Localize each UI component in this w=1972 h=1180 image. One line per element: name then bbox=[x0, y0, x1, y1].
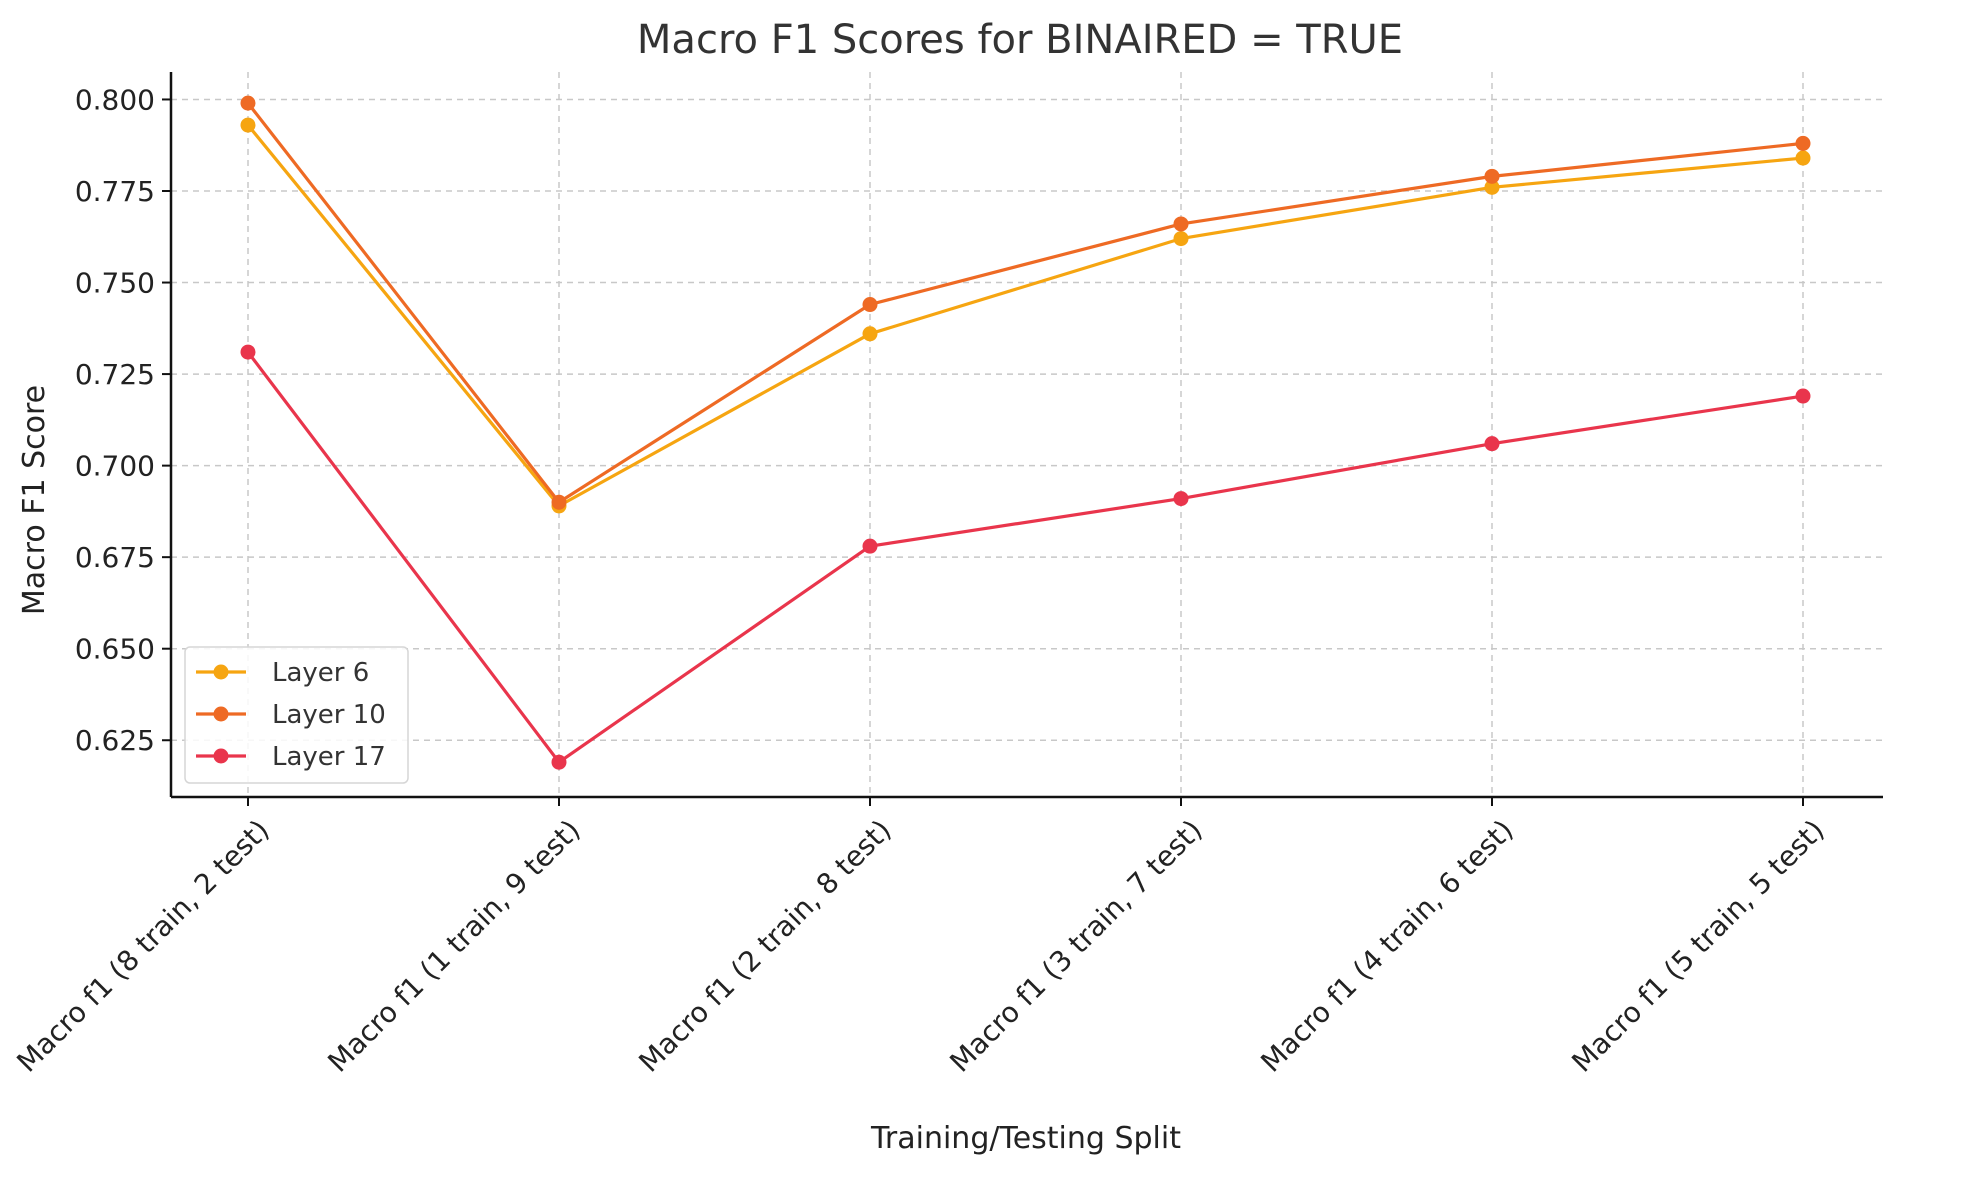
x-axis-label: Training/Testing Split bbox=[870, 1121, 1181, 1156]
y-axis-label: Macro F1 Score bbox=[17, 385, 52, 615]
y-tick-label: 0.625 bbox=[75, 724, 155, 757]
legend-swatch-marker-layer-6 bbox=[213, 664, 229, 680]
data-point-layer-6 bbox=[862, 326, 878, 342]
data-point-layer-17 bbox=[862, 538, 878, 554]
x-tick-label: Macro f1 (1 train, 9 test) bbox=[321, 813, 586, 1078]
data-point-layer-17 bbox=[551, 754, 567, 770]
y-tick-label: 0.775 bbox=[75, 175, 155, 208]
x-tick-label: Macro f1 (8 train, 2 test) bbox=[10, 813, 275, 1078]
y-tick-label: 0.675 bbox=[75, 541, 155, 574]
data-point-layer-17 bbox=[1484, 436, 1500, 452]
y-tick-label: 0.800 bbox=[75, 83, 155, 116]
data-point-layer-10 bbox=[862, 297, 878, 313]
series-line-layer-10 bbox=[246, 102, 1804, 504]
data-point-layer-17 bbox=[240, 344, 256, 360]
legend: Layer 6 Layer 10 Layer 17 bbox=[184, 646, 409, 784]
legend-label-layer-17: Layer 17 bbox=[272, 742, 386, 772]
y-tick-label: 0.725 bbox=[75, 358, 155, 391]
chart-title: Macro F1 Scores for BINAIRED = TRUE bbox=[637, 17, 1403, 63]
data-point-layer-10 bbox=[1484, 168, 1500, 184]
y-tick-label: 0.650 bbox=[75, 633, 155, 666]
y-tick-labels: 0.625 0.650 0.675 0.700 0.725 0.750 0.775 0.800 bbox=[75, 83, 155, 757]
x-tick-label: Macro f1 (3 train, 7 test) bbox=[943, 813, 1208, 1078]
y-tick-label: 0.700 bbox=[75, 450, 155, 483]
x-tick-label: Macro f1 (2 train, 8 test) bbox=[632, 813, 897, 1078]
grid-lines bbox=[171, 72, 1883, 797]
data-point-layer-6 bbox=[1484, 179, 1500, 195]
data-point-layer-6 bbox=[240, 117, 256, 133]
series-line-layer-6 bbox=[246, 124, 1804, 508]
data-point-layer-10 bbox=[1795, 135, 1811, 151]
data-point-layer-17 bbox=[1173, 491, 1189, 507]
x-tick-label: Macro f1 (4 train, 6 test) bbox=[1254, 813, 1519, 1078]
axes bbox=[162, 72, 1883, 806]
legend-swatch-marker-layer-17 bbox=[213, 748, 229, 764]
data-point-layer-10 bbox=[551, 494, 567, 510]
data-point-layer-10 bbox=[1173, 216, 1189, 232]
legend-label-layer-10: Layer 10 bbox=[272, 700, 386, 730]
x-tick-labels: Macro f1 (8 train, 2 test) Macro f1 (1 tr… bbox=[10, 813, 1830, 1078]
y-tick-label: 0.750 bbox=[75, 267, 155, 300]
data-point-layer-17 bbox=[1795, 388, 1811, 404]
legend-swatch-marker-layer-10 bbox=[213, 706, 229, 722]
legend-label-layer-6: Layer 6 bbox=[272, 658, 369, 688]
series-line-layer-17 bbox=[246, 351, 1804, 764]
legend-box bbox=[184, 646, 409, 784]
series-layer-10 bbox=[240, 95, 1811, 510]
data-series bbox=[240, 95, 1811, 770]
data-point-layer-6 bbox=[1173, 231, 1189, 247]
data-point-layer-6 bbox=[1795, 150, 1811, 166]
data-point-layer-10 bbox=[240, 95, 256, 111]
series-layer-6 bbox=[240, 117, 1811, 514]
series-layer-17 bbox=[240, 344, 1811, 770]
x-tick-label: Macro f1 (5 train, 5 test) bbox=[1565, 813, 1830, 1078]
